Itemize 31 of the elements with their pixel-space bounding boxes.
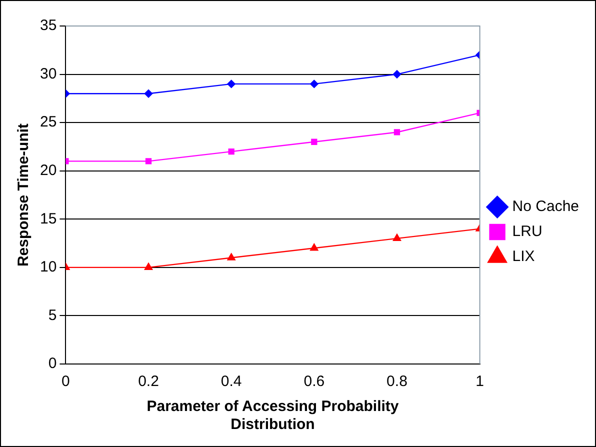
- point: [228, 148, 234, 155]
- x-tick-label: 0.8: [386, 373, 408, 390]
- y-tick-label: 10: [40, 258, 57, 276]
- y-tick-label: 30: [40, 65, 57, 82]
- x-tick-label: 0.4: [220, 373, 242, 390]
- point: [394, 129, 400, 136]
- y-axis-title: Response Time-unit: [15, 123, 32, 267]
- x-tick-label: 0: [62, 373, 70, 390]
- y-tick-label: 20: [40, 162, 57, 179]
- legend-label: LRU: [512, 223, 542, 240]
- point: [392, 70, 402, 78]
- y-tick-label: 0: [48, 355, 57, 372]
- y-tick-label: 35: [40, 17, 57, 34]
- x-tick-label: 0.6: [304, 373, 325, 390]
- legend-label: LIX: [512, 248, 535, 266]
- x-tick-label: 0.2: [138, 373, 159, 390]
- y-tick-label: 25: [40, 114, 57, 131]
- point: [310, 80, 318, 88]
- point: [310, 244, 318, 251]
- legend-label: No Cache: [512, 198, 579, 216]
- point: [311, 138, 318, 145]
- point: [145, 158, 152, 164]
- point: [392, 234, 402, 242]
- point: [227, 80, 236, 88]
- y-tick-label: 15: [40, 210, 57, 228]
- x-tick-label: 1: [476, 373, 484, 390]
- point: [144, 90, 153, 98]
- point: [144, 262, 153, 270]
- point: [227, 253, 236, 260]
- x-axis-title: Parameter of Accessing Probability Distribution: [146, 398, 400, 434]
- y-tick-label: 5: [48, 306, 57, 324]
